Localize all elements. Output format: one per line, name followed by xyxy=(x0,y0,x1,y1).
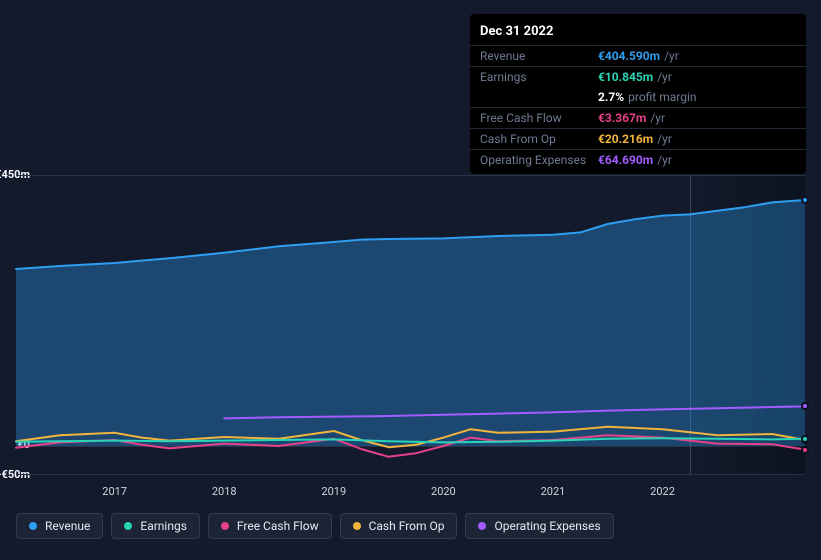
tooltip-profit-margin: 2.7%profit margin xyxy=(470,87,806,107)
series-end-dot-earnings xyxy=(801,435,809,443)
legend-item[interactable]: Revenue xyxy=(16,513,103,539)
tooltip-metric-value: €10.845m xyxy=(598,69,653,85)
tooltip-metric-value: €64.690m xyxy=(598,152,653,168)
legend-dot-icon xyxy=(221,522,229,530)
legend-dot-icon xyxy=(124,522,132,530)
financials-chart: Dec 31 2022 Revenue€404.590m/yrEarnings€… xyxy=(0,0,821,560)
x-axis-label: 2019 xyxy=(321,485,346,498)
series-end-dot-revenue xyxy=(801,196,809,204)
legend-dot-icon xyxy=(353,522,361,530)
tooltip-metric-label: Free Cash Flow xyxy=(480,110,598,126)
tooltip-row: Operating Expenses€64.690m/yr xyxy=(470,149,806,170)
tooltip-metric-unit: /yr xyxy=(650,110,665,126)
legend-label: Cash From Op xyxy=(369,519,445,533)
legend-label: Earnings xyxy=(140,519,187,533)
tooltip-metric-value: €3.367m xyxy=(598,110,646,126)
tooltip-metric-label: Earnings xyxy=(480,69,598,85)
legend: Revenue Earnings Free Cash Flow Cash From O… xyxy=(16,513,614,539)
legend-item[interactable]: Free Cash Flow xyxy=(208,513,332,539)
tooltip-metric-unit: /yr xyxy=(657,131,672,147)
legend-item[interactable]: Cash From Op xyxy=(340,513,458,539)
tooltip-metric-label: Revenue xyxy=(480,48,598,64)
tooltip-metric-unit: /yr xyxy=(657,69,672,85)
tooltip-metric-label: Cash From Op xyxy=(480,131,598,147)
tooltip-date: Dec 31 2022 xyxy=(470,22,806,45)
x-axis-label: 2018 xyxy=(212,485,237,498)
tooltip-row: Free Cash Flow€3.367m/yr xyxy=(470,107,806,128)
tooltip-row: Revenue€404.590m/yr xyxy=(470,45,806,66)
tooltip-metric-value: €20.216m xyxy=(598,131,653,147)
tooltip-metric-unit: /yr xyxy=(657,152,672,168)
tooltip-row: Cash From Op€20.216m/yr xyxy=(470,128,806,149)
profit-margin-label: profit margin xyxy=(628,89,696,105)
series-layer xyxy=(16,176,805,476)
plot-area[interactable] xyxy=(16,175,805,475)
tooltip-metric-unit: /yr xyxy=(664,48,679,64)
series-end-dot-opex xyxy=(801,402,809,410)
legend-label: Operating Expenses xyxy=(494,519,600,533)
legend-item[interactable]: Operating Expenses xyxy=(465,513,613,539)
profit-margin-value: 2.7% xyxy=(598,89,624,105)
legend-label: Revenue xyxy=(45,519,90,533)
tooltip-row: Earnings€10.845m/yr xyxy=(470,66,806,87)
hover-tooltip: Dec 31 2022 Revenue€404.590m/yrEarnings€… xyxy=(470,14,806,174)
x-axis-label: 2017 xyxy=(102,485,127,498)
x-axis-label: 2020 xyxy=(431,485,456,498)
x-axis-label: 2022 xyxy=(650,485,675,498)
tooltip-metric-label: Operating Expenses xyxy=(480,152,598,168)
legend-dot-icon xyxy=(478,522,486,530)
series-end-dot-fcf xyxy=(801,446,809,454)
legend-label: Free Cash Flow xyxy=(237,519,319,533)
x-axis-label: 2021 xyxy=(541,485,566,498)
legend-item[interactable]: Earnings xyxy=(111,513,200,539)
legend-dot-icon xyxy=(29,522,37,530)
tooltip-metric-value: €404.590m xyxy=(598,48,660,64)
